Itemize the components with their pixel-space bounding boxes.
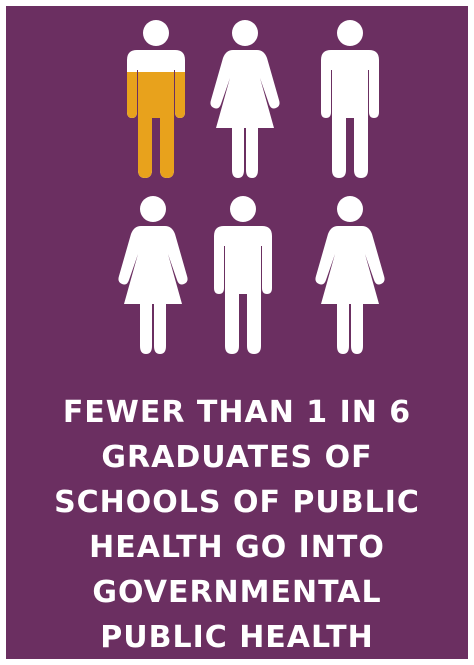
man-icon [311, 20, 389, 180]
caption-line-4: HEALTH GO INTO [89, 530, 385, 565]
infographic-panel: FEWER THAN 1 IN 6 GRADUATES OF SCHOOLS O… [6, 6, 468, 659]
caption-line-3: SCHOOLS OF PUBLIC [54, 485, 420, 520]
pictogram-grid [6, 6, 468, 366]
woman-icon [206, 20, 284, 180]
caption-line-5: GOVERNMENTAL [92, 575, 382, 610]
caption-line-6: PUBLIC HEALTH [100, 620, 374, 655]
caption-text: FEWER THAN 1 IN 6 GRADUATES OF SCHOOLS O… [6, 390, 468, 659]
caption-line-2: GRADUATES OF [101, 440, 373, 475]
woman-icon [114, 196, 192, 356]
man-icon [117, 20, 195, 180]
woman-icon [311, 196, 389, 356]
caption-line-1: FEWER THAN 1 IN 6 [62, 395, 412, 430]
man-icon [204, 196, 282, 356]
